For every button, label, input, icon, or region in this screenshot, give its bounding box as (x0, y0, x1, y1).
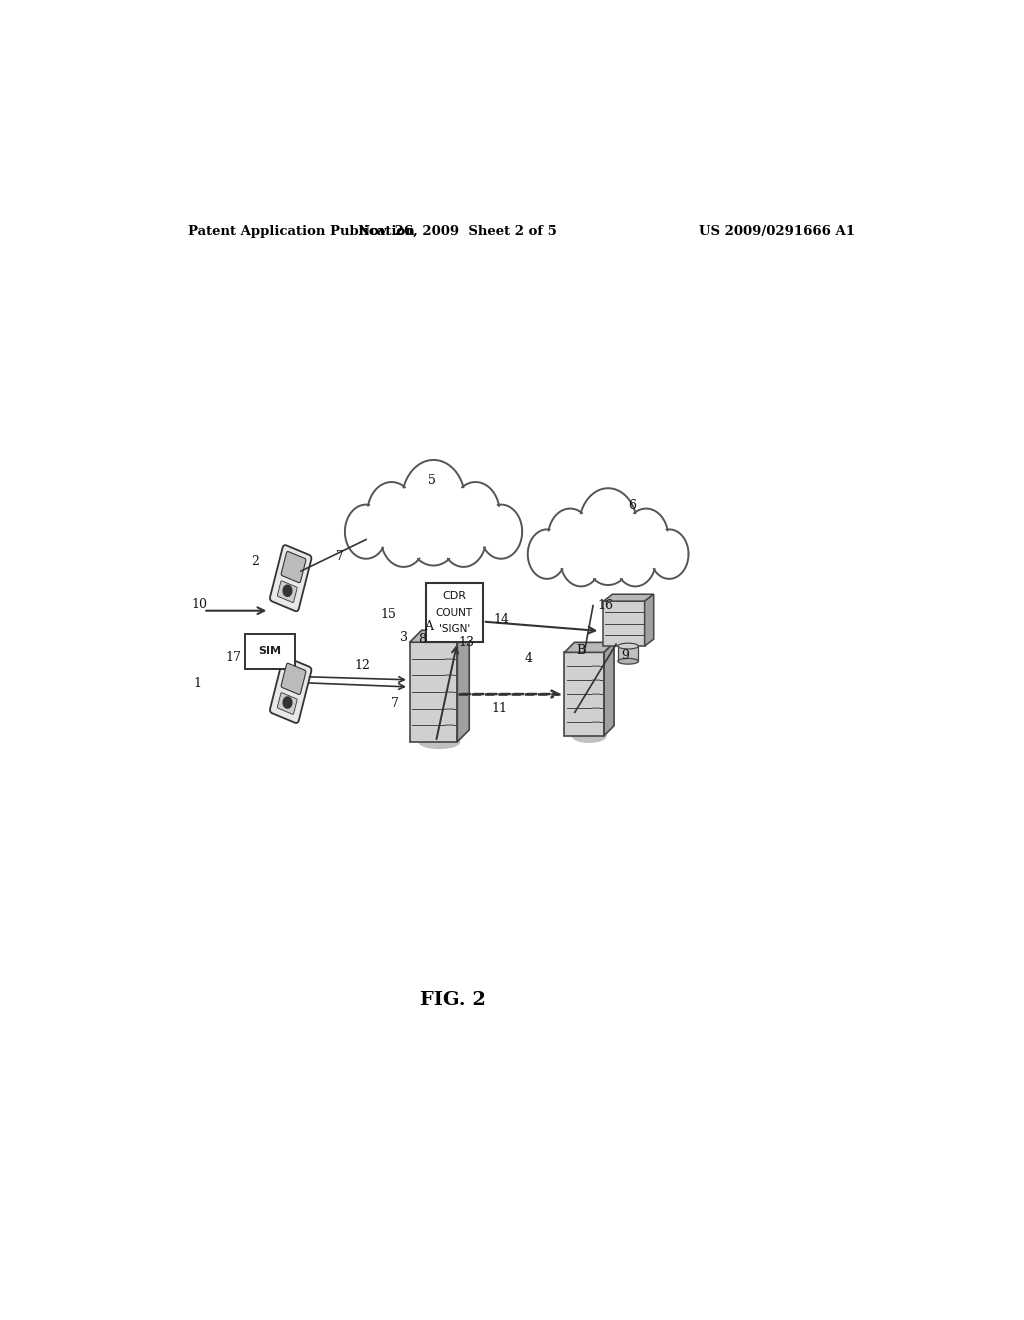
Text: 8: 8 (419, 634, 426, 647)
Text: SIM: SIM (258, 647, 282, 656)
Polygon shape (604, 643, 614, 735)
Ellipse shape (617, 659, 638, 664)
Circle shape (624, 508, 669, 565)
Text: COUNT: COUNT (435, 607, 473, 618)
Text: 14: 14 (494, 612, 509, 626)
Circle shape (614, 533, 656, 586)
Circle shape (527, 529, 566, 579)
FancyBboxPatch shape (278, 581, 297, 602)
Circle shape (368, 482, 416, 544)
FancyBboxPatch shape (278, 693, 297, 714)
Text: FIG. 2: FIG. 2 (421, 991, 486, 1008)
Text: 16: 16 (598, 599, 613, 611)
Polygon shape (645, 594, 653, 645)
FancyBboxPatch shape (282, 552, 306, 582)
Circle shape (283, 697, 292, 708)
Text: 6: 6 (628, 499, 636, 512)
Text: Patent Application Publication: Patent Application Publication (187, 226, 415, 238)
FancyBboxPatch shape (603, 601, 645, 645)
Circle shape (584, 523, 632, 585)
Text: 13: 13 (458, 636, 474, 649)
Polygon shape (603, 594, 653, 601)
Circle shape (548, 508, 592, 565)
Text: 2: 2 (251, 554, 259, 568)
Text: US 2009/0291666 A1: US 2009/0291666 A1 (699, 226, 855, 238)
FancyBboxPatch shape (270, 657, 311, 723)
Text: 3: 3 (400, 631, 409, 644)
Circle shape (408, 498, 460, 565)
FancyBboxPatch shape (246, 634, 295, 669)
FancyBboxPatch shape (270, 545, 311, 611)
Circle shape (401, 459, 465, 541)
Text: 11: 11 (492, 702, 508, 715)
FancyBboxPatch shape (282, 663, 306, 694)
Text: 7: 7 (391, 697, 399, 710)
Text: 1: 1 (194, 677, 202, 690)
Text: B: B (577, 644, 586, 657)
Circle shape (283, 585, 292, 597)
Text: 12: 12 (354, 659, 370, 672)
Text: 'SIGN': 'SIGN' (438, 624, 470, 634)
Text: 5: 5 (428, 474, 436, 487)
Text: 15: 15 (380, 607, 396, 620)
Circle shape (381, 510, 426, 566)
Ellipse shape (572, 729, 606, 742)
Text: A: A (424, 620, 433, 634)
Circle shape (441, 510, 486, 566)
Polygon shape (458, 630, 469, 742)
Text: CDR: CDR (442, 591, 466, 601)
Text: 9: 9 (622, 649, 630, 663)
Circle shape (345, 504, 387, 558)
Circle shape (480, 504, 522, 558)
Polygon shape (410, 630, 469, 643)
Text: 17: 17 (225, 651, 242, 664)
FancyBboxPatch shape (564, 652, 604, 735)
Ellipse shape (617, 643, 638, 649)
Polygon shape (564, 643, 614, 652)
Text: 10: 10 (191, 598, 208, 611)
Circle shape (650, 529, 688, 579)
Text: 4: 4 (524, 652, 532, 664)
Circle shape (452, 482, 500, 544)
Text: 7: 7 (336, 550, 344, 562)
Circle shape (580, 488, 637, 562)
Text: Nov. 26, 2009  Sheet 2 of 5: Nov. 26, 2009 Sheet 2 of 5 (358, 226, 557, 238)
Circle shape (560, 533, 602, 586)
Ellipse shape (419, 735, 460, 748)
FancyBboxPatch shape (426, 583, 482, 643)
FancyBboxPatch shape (410, 643, 458, 742)
FancyBboxPatch shape (617, 645, 638, 661)
